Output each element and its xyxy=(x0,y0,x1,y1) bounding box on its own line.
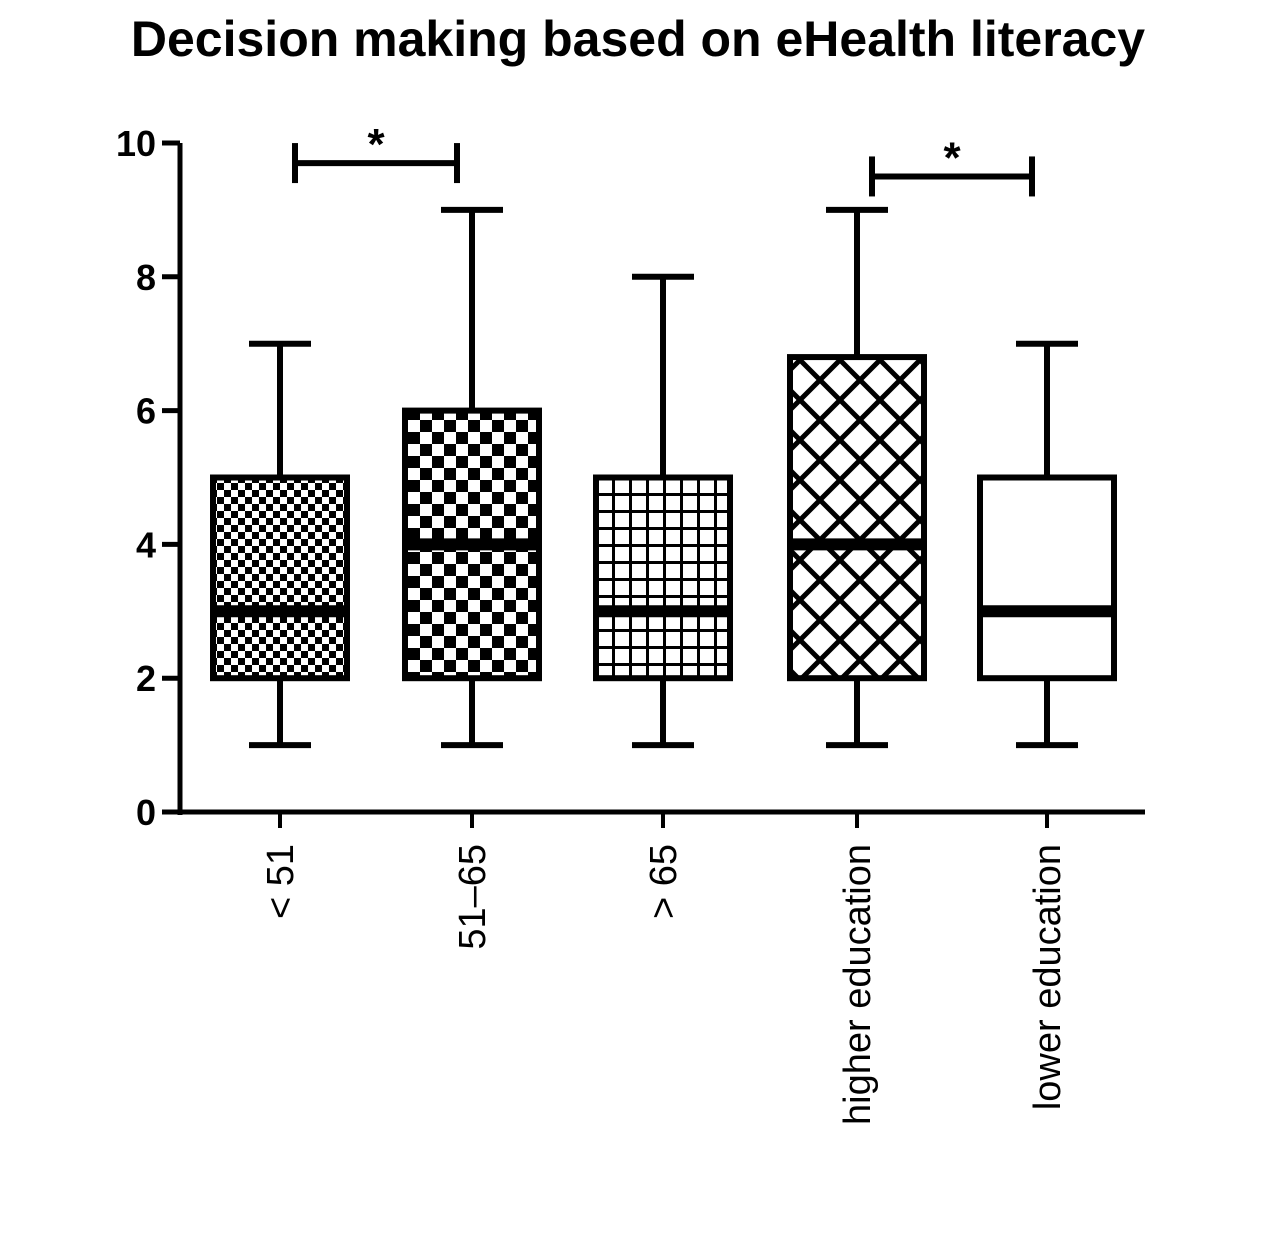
box-2 xyxy=(593,273,733,749)
iqr-box xyxy=(787,354,927,682)
x-category-label: < 51 xyxy=(260,844,302,919)
box-4 xyxy=(977,340,1117,749)
boxes xyxy=(210,206,1117,749)
significance-brackets: * * xyxy=(292,120,1035,197)
x-category-label: higher education xyxy=(837,844,879,1125)
significance-star: * xyxy=(943,133,961,182)
y-tick-label: 2 xyxy=(136,658,156,699)
iqr-box xyxy=(210,474,350,682)
box-1 xyxy=(402,206,542,749)
box-3 xyxy=(787,206,927,749)
iqr-box xyxy=(977,474,1117,682)
x-category-label: > 65 xyxy=(643,844,685,919)
significance-bracket-0: * xyxy=(292,120,460,184)
box-0 xyxy=(210,340,350,749)
y-tick-label: 10 xyxy=(116,123,156,164)
x-category-label: 51–65 xyxy=(452,844,494,950)
x-category-label: lower education xyxy=(1027,844,1069,1110)
y-tick-label: 8 xyxy=(136,257,156,298)
y-tick-label: 4 xyxy=(136,524,156,565)
y-tick-label: 6 xyxy=(136,391,156,432)
y-tick-label: 0 xyxy=(136,792,156,833)
iqr-box xyxy=(593,474,733,682)
significance-star: * xyxy=(367,120,385,169)
significance-bracket-1: * xyxy=(869,133,1035,197)
axes: 0 2 4 6 8 10 < 51 51–65 > 65 higher education lowe… xyxy=(116,123,1145,1125)
chart-title: Decision making based on eHealth literac… xyxy=(130,11,1146,67)
